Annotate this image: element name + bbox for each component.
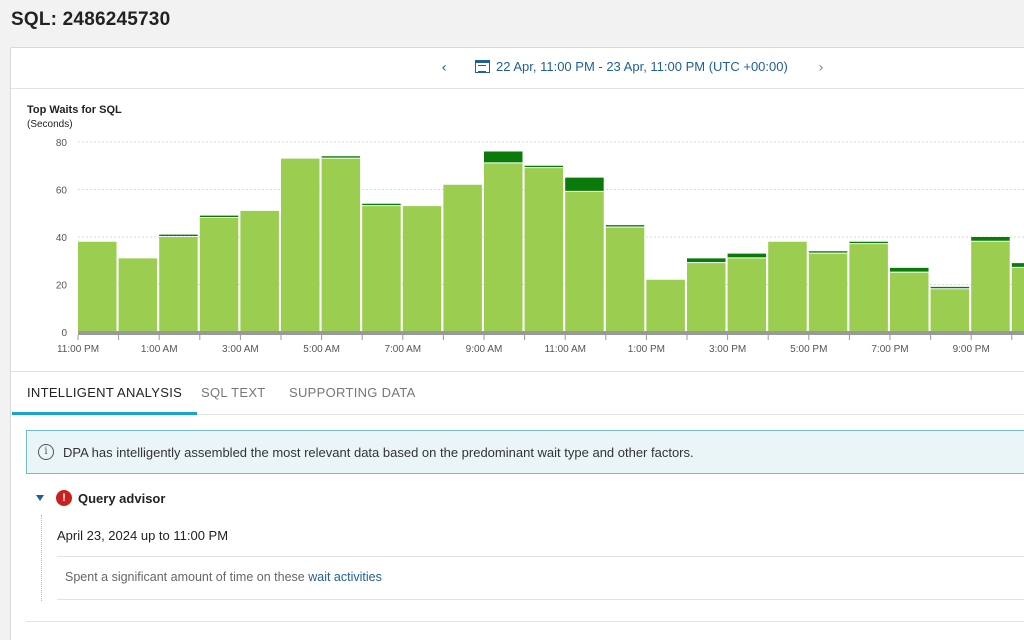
- y-tick-label: 20: [56, 281, 68, 292]
- sql-detail-panel: ‹ 22 Apr, 11:00 PM - 23 Apr, 11:00 PM (U…: [10, 47, 1024, 640]
- tab-supporting-data[interactable]: SUPPORTING DATA: [289, 385, 416, 400]
- y-tick-label: 60: [56, 186, 68, 197]
- x-tick-label: 11:00 PM: [57, 344, 99, 355]
- bar-segment[interactable]: [362, 206, 401, 332]
- time-range-bar: ‹ 22 Apr, 11:00 PM - 23 Apr, 11:00 PM (U…: [11, 48, 1024, 89]
- x-tick-label: 3:00 AM: [222, 344, 259, 355]
- bar-segment[interactable]: [402, 206, 442, 332]
- info-message: DPA has intelligently assembled the most…: [63, 444, 694, 460]
- bar-segment[interactable]: [443, 184, 482, 332]
- x-tick-label: 9:00 PM: [953, 344, 990, 355]
- x-tick-label: 9:00 AM: [466, 344, 503, 355]
- query-advisor-title: Query advisor: [78, 491, 166, 506]
- info-banner: i DPA has intelligently assembled the mo…: [26, 430, 1024, 474]
- bar-segment[interactable]: [1011, 263, 1024, 267]
- time-range-label: 22 Apr, 11:00 PM - 23 Apr, 11:00 PM (UTC…: [496, 59, 788, 74]
- bar-segment[interactable]: [890, 272, 929, 332]
- x-tick-label: 3:00 PM: [709, 344, 746, 355]
- divider: [57, 599, 1024, 600]
- bar-segment[interactable]: [484, 163, 523, 332]
- alert-icon: !: [56, 490, 72, 506]
- x-tick-label: 5:00 AM: [303, 344, 340, 355]
- y-tick-label: 40: [56, 233, 68, 244]
- y-tick-label: 80: [56, 138, 68, 149]
- bar-segment[interactable]: [768, 241, 807, 332]
- bar-segment[interactable]: [930, 289, 970, 332]
- bar-segment[interactable]: [524, 165, 564, 168]
- chart-subtitle: (Seconds): [27, 119, 73, 130]
- advisor-date: April 23, 2024 up to 11:00 PM: [57, 528, 229, 543]
- bar-segment[interactable]: [849, 241, 888, 244]
- bar-segment[interactable]: [808, 251, 848, 253]
- bar-segment[interactable]: [930, 286, 970, 289]
- bar-segment[interactable]: [159, 234, 198, 236]
- bar-segment[interactable]: [240, 210, 279, 332]
- bar-segment[interactable]: [727, 258, 767, 332]
- caret-down-icon[interactable]: [36, 495, 44, 501]
- bar-segment[interactable]: [118, 258, 158, 332]
- wait-activities-link[interactable]: wait activities: [308, 570, 382, 584]
- tab-intelligent-analysis[interactable]: INTELLIGENT ANALYSIS: [12, 373, 198, 415]
- bar-segment[interactable]: [849, 244, 888, 332]
- bar-segment[interactable]: [565, 177, 604, 191]
- bar-segment[interactable]: [281, 158, 320, 332]
- x-tick-label: 5:00 PM: [790, 344, 827, 355]
- bar-segment[interactable]: [605, 225, 645, 227]
- bar-segment[interactable]: [890, 267, 929, 272]
- x-axis: [78, 331, 1024, 335]
- bar-segment[interactable]: [159, 237, 198, 332]
- info-icon: i: [38, 444, 54, 460]
- bar-segment[interactable]: [971, 237, 1010, 241]
- chart-title: Top Waits for SQL: [27, 104, 122, 116]
- query-advisor-body: April 23, 2024 up to 11:00 PM Spent a si…: [41, 515, 1024, 601]
- x-tick-label: 11:00 AM: [544, 344, 586, 355]
- bar-segment[interactable]: [687, 258, 726, 263]
- bar-segment[interactable]: [808, 253, 848, 332]
- bar-segment[interactable]: [605, 227, 645, 333]
- time-range-selector[interactable]: 22 Apr, 11:00 PM - 23 Apr, 11:00 PM (UTC…: [475, 59, 788, 74]
- previous-range-button[interactable]: ‹: [435, 58, 453, 78]
- divider: [26, 621, 1024, 622]
- x-tick-label: 7:00 PM: [871, 344, 908, 355]
- bar-segment[interactable]: [484, 151, 523, 163]
- x-tick-label: 1:00 PM: [628, 344, 665, 355]
- top-waits-chart: Top Waits for SQL (Seconds) 0 20 40 60 80 11:…: [11, 90, 1024, 372]
- next-range-button[interactable]: ›: [812, 58, 830, 78]
- y-tick-label: 0: [61, 328, 67, 339]
- bar-segment[interactable]: [321, 158, 361, 332]
- bar-segment[interactable]: [78, 241, 117, 332]
- tab-sql-text[interactable]: SQL TEXT: [201, 385, 266, 400]
- advisor-finding-text: Spent a significant amount of time on th…: [65, 570, 305, 584]
- bar-segment[interactable]: [362, 203, 401, 206]
- bar-segment[interactable]: [199, 218, 239, 332]
- advisor-finding: Spent a significant amount of time on th…: [65, 570, 382, 584]
- calendar-icon: [475, 60, 490, 73]
- x-tick-label: 7:00 AM: [384, 344, 421, 355]
- x-tick-label: 1:00 AM: [141, 344, 178, 355]
- page-title: SQL: 2486245730: [11, 9, 171, 30]
- bar-segment[interactable]: [199, 215, 239, 217]
- bar-segment[interactable]: [321, 156, 361, 158]
- bar-segment[interactable]: [524, 168, 564, 332]
- bar-segment[interactable]: [727, 253, 767, 258]
- bar-segment[interactable]: [646, 279, 685, 332]
- analysis-tabs: INTELLIGENT ANALYSIS SQL TEXT SUPPORTING…: [11, 373, 1024, 415]
- chart-svg: 0 20 40 60 80 11:00 PM 1:00 AM 3:00 AM 5:00 AM 7:…: [56, 138, 1024, 355]
- divider: [57, 556, 1024, 557]
- bar-segment[interactable]: [687, 263, 726, 332]
- bar-segment[interactable]: [565, 191, 604, 332]
- bar-segment[interactable]: [971, 241, 1010, 332]
- bar-segment[interactable]: [1011, 267, 1024, 332]
